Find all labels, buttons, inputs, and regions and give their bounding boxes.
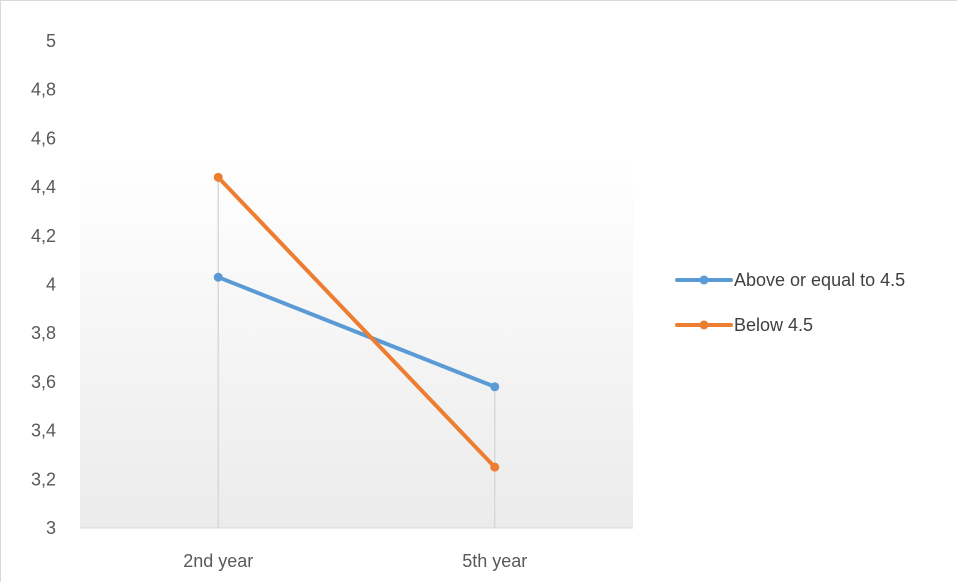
- y-axis-tick-labels: 3 3,2 3,4 3,6 3,8 4 4,2 4,4 4,6 4,8 5: [31, 31, 56, 538]
- y-tick-label: 3,6: [31, 372, 56, 392]
- legend-label: Above or equal to 4.5: [734, 270, 905, 290]
- legend-swatch-marker: [699, 320, 709, 330]
- y-tick-label: 3: [46, 518, 56, 538]
- data-point: [213, 172, 223, 182]
- y-tick-label: 3,2: [31, 469, 56, 489]
- legend-label: Below 4.5: [734, 315, 813, 335]
- legend-item: Below 4.5: [675, 315, 813, 335]
- y-tick-label: 3,4: [31, 421, 56, 441]
- y-tick-label: 4,6: [31, 128, 56, 148]
- series-line-1: [216, 175, 497, 470]
- legend-item: Above or equal to 4.5: [675, 270, 905, 290]
- data-point: [490, 462, 500, 472]
- legend-swatch-marker: [699, 275, 709, 285]
- series-lines: [216, 175, 497, 470]
- y-tick-label: 4,8: [31, 80, 56, 100]
- x-tick-label: 2nd year: [183, 551, 253, 571]
- x-axis-tick-labels: 2nd year 5th year: [183, 551, 527, 571]
- y-tick-label: 4,2: [31, 226, 56, 246]
- legend: Above or equal to 4.5 Below 4.5: [675, 270, 905, 335]
- y-tick-label: 5: [46, 31, 56, 51]
- plot-area-background: [80, 156, 633, 528]
- data-point: [213, 272, 223, 282]
- y-tick-label: 3,8: [31, 323, 56, 343]
- series-points: [213, 172, 500, 472]
- drop-lines: [217, 177, 496, 528]
- data-point: [490, 382, 500, 392]
- series-line-0: [216, 275, 497, 389]
- y-tick-label: 4: [46, 275, 56, 295]
- x-tick-label: 5th year: [462, 551, 527, 571]
- y-tick-label: 4,4: [31, 177, 56, 197]
